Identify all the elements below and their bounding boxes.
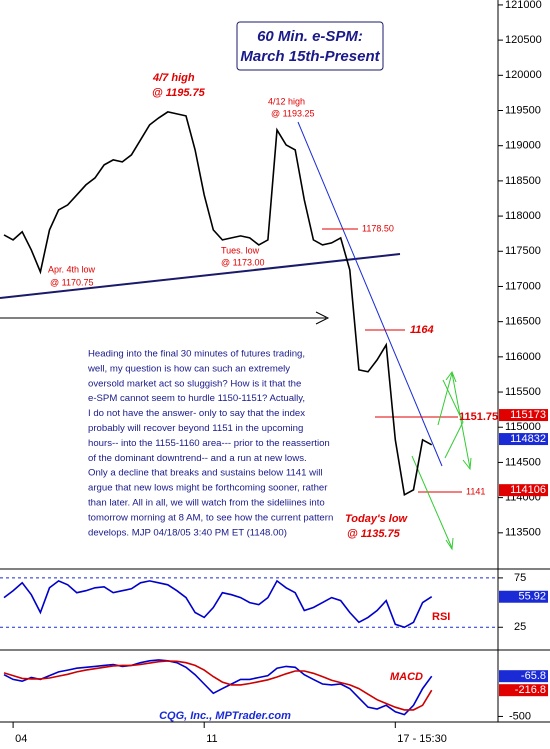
annotation: 1164: [410, 324, 434, 336]
price-tag: [499, 433, 548, 446]
y-tick-label: 116000: [505, 351, 541, 363]
price-tag-label: -216.8: [515, 684, 546, 696]
commentary-line: oversold market act so sluggish? How is …: [88, 378, 301, 389]
y-tick-label: 119000: [505, 140, 541, 152]
title: 60 Min. e-SPM:: [257, 28, 363, 45]
y-tick-label: 75: [514, 572, 526, 584]
price-tag: [499, 484, 548, 497]
trend-line: [0, 253, 401, 299]
y-tick-label: 120000: [505, 69, 542, 81]
commentary-line: argue that new lows might be forthcoming…: [88, 483, 328, 494]
commentary-line: of the dominant downtrend-- and a run at…: [88, 453, 307, 464]
annotation: MACD: [390, 671, 423, 683]
annotation: @ 1135.75: [347, 528, 401, 540]
price-tag-label: 55.92: [518, 591, 546, 603]
annotation: RSI: [432, 611, 450, 623]
commentary-line: e-SPM cannot seem to hurdle 1150-1151? A…: [88, 393, 305, 404]
y-tick-label: 113500: [505, 527, 541, 539]
annotation: @ 1195.75: [152, 87, 206, 99]
arrow-head: [315, 311, 330, 325]
price-tag-label: -65.8: [521, 670, 546, 682]
commentary-line: Only a decline that breaks and sustains …: [88, 468, 322, 479]
annotation: @ 1193.25: [271, 108, 315, 118]
y-tick-label: -500: [509, 710, 531, 722]
annotation: @ 1170.75: [50, 277, 94, 287]
series-line: [3, 111, 433, 497]
y-tick-label: 117000: [505, 280, 541, 292]
commentary-line: tomorrow morning at 8 AM, to see how the…: [88, 512, 333, 523]
series-line: [3, 660, 433, 711]
series-line: [3, 579, 433, 629]
arrow-head: [462, 457, 472, 471]
price-tag-label: 114106: [510, 484, 546, 496]
annotation: 1151.75: [459, 411, 498, 423]
series-line: [3, 659, 433, 716]
commentary-line: well, my question is how can such an ext…: [87, 363, 290, 374]
price-tag-label: 114832: [510, 433, 546, 445]
y-tick-label: 121000: [505, 0, 542, 11]
annotation: Tues. low: [221, 245, 260, 255]
annotation: 4/12 high: [268, 96, 305, 106]
title-box: [236, 21, 384, 71]
x-tick-label: 17 - 15:30: [397, 733, 447, 745]
commentary-line: Heading into the final 30 minutes of fut…: [88, 349, 305, 360]
commentary-line: than later. All in all, we will watch fr…: [88, 498, 325, 509]
annotation: 1141: [466, 486, 485, 496]
projection-path: [411, 455, 453, 549]
annotation: 4/7 high: [152, 72, 195, 84]
downtrend-line: [297, 121, 443, 467]
y-tick-label: 116500: [505, 316, 541, 328]
commentary-line: I do not have the answer- only to say th…: [88, 408, 305, 419]
arrow-head: [445, 370, 457, 383]
price-tag: [499, 670, 548, 683]
arrow-head: [445, 537, 454, 551]
price-tag-label: 115173: [510, 409, 546, 421]
commentary-line: hours-- into the 1155-1160 area--- prior…: [88, 438, 330, 449]
commentary-line: probably will recover beyond 1151 in the…: [88, 423, 303, 434]
commentary-line: develops. MJP 04/18/05 3:40 PM ET (1148.…: [88, 527, 287, 538]
y-tick-label: 119500: [505, 104, 541, 116]
projection-path: [442, 379, 464, 459]
x-tick-label: 11: [206, 733, 217, 745]
y-tick-label: 115500: [505, 386, 541, 398]
price-tag: [499, 409, 548, 422]
projection-arrows: [411, 370, 472, 551]
y-tick-label: 117500: [505, 245, 541, 257]
price-tag: [499, 590, 548, 603]
annotation: Today's low: [345, 513, 409, 525]
y-tick-label: 120500: [505, 34, 542, 46]
x-tick-label: 04: [15, 733, 27, 745]
y-tick-label: 118500: [505, 175, 541, 187]
price-tag: [499, 684, 548, 697]
y-tick-label: 114500: [505, 456, 541, 468]
annotation: 1178.50: [362, 223, 394, 233]
annotation: @ 1173.00: [221, 257, 265, 267]
y-tick-label: 118000: [505, 210, 541, 222]
y-tick-label: 115000: [505, 421, 541, 433]
y-tick-label: 25: [514, 621, 526, 633]
credit: CQG, Inc., MPTrader.com: [159, 710, 291, 722]
title: March 15th-Present: [240, 48, 380, 65]
annotation: Apr. 4th low: [48, 264, 96, 274]
